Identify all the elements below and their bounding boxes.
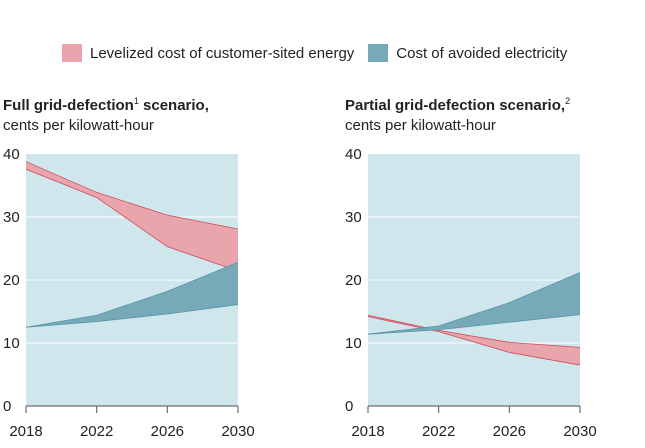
panel-title-full: Full grid-defection1 scenario, cents per…: [3, 91, 209, 136]
x-tick-label-full-2022: 2022: [80, 423, 113, 440]
band-full-avoided-electricity: [26, 262, 238, 328]
band-top-full-customer-energy: [25, 161, 239, 230]
footnote-marker-1: 1: [133, 96, 139, 106]
y-tick-label-full-0: 0: [3, 398, 11, 415]
y-tick-label-full-20: 20: [3, 272, 20, 289]
band-top-partial-customer-energy: [367, 314, 581, 348]
y-tick-label-partial-20: 20: [345, 272, 362, 289]
x-tick-label-full-2026: 2026: [151, 423, 184, 440]
x-tick-label-partial-2030: 2030: [563, 423, 596, 440]
legend-swatch-customer-energy: [62, 44, 82, 62]
legend-item-avoided-electricity: Cost of avoided electricity: [368, 44, 567, 62]
legend-item-customer-energy: Levelized cost of customer-sited energy: [62, 44, 354, 62]
band-partial-avoided-electricity: [368, 272, 580, 335]
legend: Levelized cost of customer-sited energy …: [62, 44, 581, 62]
band-bottom-partial-customer-energy: [367, 316, 581, 366]
x-tick-label-full-2018: 2018: [9, 423, 42, 440]
x-tick-label-full-2030: 2030: [221, 423, 254, 440]
legend-swatch-avoided-electricity: [368, 44, 389, 62]
x-tick-label-partial-2022: 2022: [422, 423, 455, 440]
y-tick-label-partial-40: 40: [345, 146, 362, 163]
legend-label-avoided-electricity: Cost of avoided electricity: [396, 44, 568, 62]
band-bottom-partial-avoided-electricity: [367, 314, 581, 335]
panel-title-full-rest: scenario,: [138, 97, 209, 114]
band-top-full-avoided-electricity: [25, 261, 239, 328]
panel-title-full-main: Full grid-defection: [3, 97, 134, 114]
y-tick-label-full-30: 30: [3, 209, 20, 226]
footnote-marker-2: 2: [565, 96, 571, 106]
x-tick-label-partial-2018: 2018: [351, 423, 384, 440]
y-tick-label-full-10: 10: [3, 335, 20, 352]
band-top-partial-avoided-electricity: [367, 272, 581, 335]
panel-title-partial: Partial grid-defection scenario,2 cents …: [345, 91, 570, 136]
y-tick-label-partial-0: 0: [345, 398, 353, 415]
band-bottom-full-customer-energy: [25, 168, 239, 272]
panel-subtitle-full: cents per kilowatt-hour: [3, 117, 154, 134]
panel-subtitle-partial: cents per kilowatt-hour: [345, 117, 496, 134]
y-tick-label-partial-30: 30: [345, 209, 362, 226]
y-tick-label-partial-10: 10: [345, 335, 362, 352]
panel-title-partial-main: Partial grid-defection scenario,: [345, 97, 566, 114]
legend-label-customer-energy: Levelized cost of customer-sited energy: [90, 44, 355, 62]
band-full-customer-energy: [26, 161, 238, 272]
band-bottom-full-avoided-electricity: [25, 304, 239, 328]
y-tick-label-full-40: 40: [3, 146, 20, 163]
x-tick-label-partial-2026: 2026: [493, 423, 526, 440]
